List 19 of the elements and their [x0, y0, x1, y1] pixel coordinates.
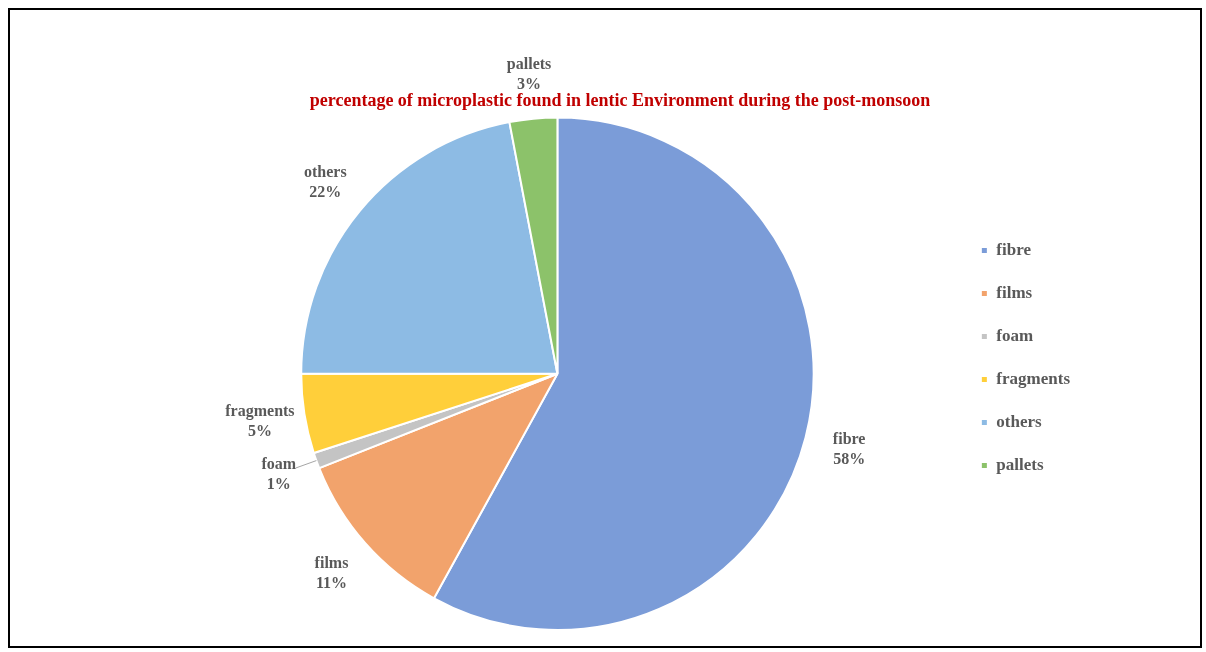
slice-label: foam [261, 455, 297, 473]
legend-label: films [996, 282, 1033, 302]
data-label: 3% [517, 74, 542, 92]
legend-label: fragments [996, 368, 1071, 388]
legend-label: fibre [996, 239, 1032, 259]
legend-label: foam [996, 325, 1034, 345]
data-label: 5% [247, 421, 272, 439]
legend-label: others [996, 411, 1043, 431]
data-label: 58% [833, 449, 866, 467]
data-label: 11% [315, 573, 348, 591]
slice-label: others [304, 162, 347, 180]
data-label: 22% [309, 182, 342, 200]
slice-label: films [314, 553, 349, 571]
data-label: 1% [266, 475, 291, 493]
text: percentage of microplastic found in lentic Environment during the post-monsoon [309, 90, 931, 111]
slice-label: fibre [832, 429, 866, 447]
legend-label: pallets [996, 454, 1044, 474]
slice-label: fragments [225, 401, 295, 420]
slice-label: pallets [506, 54, 552, 73]
